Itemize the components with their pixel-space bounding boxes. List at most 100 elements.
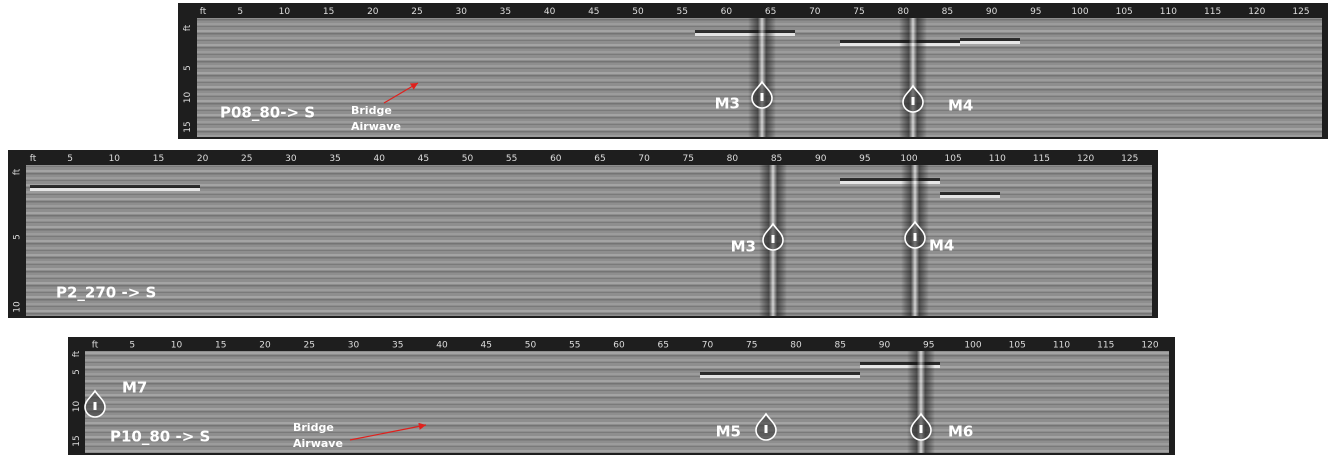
x-tick-label: 105: [1116, 7, 1133, 17]
marker-icon-bar: [94, 402, 97, 410]
x-tick-label: 60: [721, 7, 733, 17]
x-tick-label: 70: [809, 7, 821, 17]
depth-tick-label: 15: [72, 435, 82, 446]
x-tick-label: 70: [702, 341, 714, 351]
x-tick-label: 75: [746, 341, 757, 351]
depth-tick-label: 5: [72, 369, 82, 375]
x-tick-label: 5: [67, 154, 73, 164]
x-tick-label: 20: [197, 154, 209, 164]
x-tick-label: 65: [765, 7, 776, 17]
x-tick-label: 30: [348, 341, 360, 351]
x-tick-label: 115: [1097, 341, 1114, 351]
x-tick-label: 40: [544, 7, 556, 17]
x-tick-label: 100: [900, 154, 917, 164]
x-tick-label: 80: [727, 154, 739, 164]
marker-icon-bar: [912, 97, 915, 105]
x-tick-label: 65: [594, 154, 605, 164]
x-tick-label: 80: [897, 7, 909, 17]
x-tick-label: 35: [329, 154, 340, 164]
x-tick-label: 65: [658, 341, 669, 351]
annotation-text: Bridge: [351, 104, 392, 117]
x-tick-label: ft: [200, 7, 207, 17]
x-tick-label: 55: [569, 341, 580, 351]
x-tick-label: 15: [215, 341, 226, 351]
x-tick-label: 5: [129, 341, 135, 351]
x-tick-label: 120: [1077, 154, 1094, 164]
x-tick-label: 100: [1071, 7, 1088, 17]
x-tick-label: 60: [550, 154, 562, 164]
x-tick-label: 35: [500, 7, 511, 17]
x-tick-label: 30: [285, 154, 297, 164]
depth-tick-label: 10: [13, 301, 23, 313]
marker-label: M4: [929, 237, 954, 255]
depth-tick-label: 10: [183, 92, 193, 104]
x-tick-label: 30: [455, 7, 467, 17]
depth-tick-label: ft: [13, 168, 23, 175]
marker-label: M3: [715, 95, 740, 113]
x-tick-label: 45: [418, 154, 429, 164]
profile-label: P10_80 -> S: [110, 428, 210, 446]
strong-reflection: [940, 192, 1000, 195]
x-tick-label: 10: [109, 154, 121, 164]
marker-label: M3: [731, 238, 756, 256]
x-tick-label: 85: [835, 341, 846, 351]
annotation-text: Airwave: [351, 120, 401, 133]
marker-label: M6: [948, 423, 973, 441]
marker-label: M5: [716, 423, 741, 441]
depth-tick-label: 5: [183, 65, 193, 71]
strong-reflection: [30, 188, 200, 191]
x-tick-label: 10: [171, 341, 183, 351]
x-tick-label: 115: [1033, 154, 1050, 164]
marker-label: M4: [948, 97, 973, 115]
x-tick-label: 35: [392, 341, 403, 351]
strong-reflection: [960, 38, 1020, 41]
x-tick-label: 40: [436, 341, 448, 351]
x-tick-label: 95: [923, 341, 934, 351]
x-tick-label: 55: [506, 154, 517, 164]
depth-tick-label: 15: [183, 121, 193, 132]
x-tick-label: 15: [323, 7, 334, 17]
depth-tick-label: 5: [13, 234, 23, 240]
x-tick-label: 85: [942, 7, 953, 17]
x-tick-label: 95: [1030, 7, 1041, 17]
x-tick-label: 110: [1053, 341, 1070, 351]
x-tick-label: 85: [771, 154, 782, 164]
x-tick-label: 90: [815, 154, 827, 164]
x-tick-label: 120: [1141, 341, 1158, 351]
x-tick-label: 95: [859, 154, 870, 164]
annotation-text: Bridge: [293, 421, 334, 434]
strong-reflection: [695, 30, 795, 33]
x-tick-label: 45: [588, 7, 599, 17]
x-tick-label: 5: [237, 7, 243, 17]
x-tick-label: 20: [367, 7, 379, 17]
x-tick-label: 75: [853, 7, 864, 17]
depth-tick-label: 10: [72, 401, 82, 413]
x-tick-label: 15: [153, 154, 164, 164]
x-tick-label: 125: [1121, 154, 1138, 164]
depth-tick-label: ft: [72, 350, 82, 357]
profile-label: P08_80-> S: [220, 104, 315, 122]
vertical-anomaly: [899, 18, 927, 137]
x-tick-label: 50: [632, 7, 644, 17]
x-tick-label: 25: [241, 154, 252, 164]
marker-icon-bar: [765, 425, 768, 433]
x-tick-label: 105: [945, 154, 962, 164]
marker-icon-bar: [920, 425, 923, 433]
strong-reflection: [695, 33, 795, 36]
x-tick-label: 50: [462, 154, 474, 164]
depth-tick-label: ft: [183, 24, 193, 31]
marker-label: M7: [122, 379, 147, 397]
x-tick-label: 25: [411, 7, 422, 17]
strong-reflection: [700, 372, 860, 375]
strong-reflection: [30, 185, 200, 188]
marker-icon-bar: [772, 235, 775, 243]
x-tick-label: 75: [683, 154, 694, 164]
x-tick-label: 25: [304, 341, 315, 351]
x-tick-label: 60: [613, 341, 625, 351]
radargram-page: ft51015202530354045505560657075808590951…: [0, 0, 1332, 457]
x-tick-label: 125: [1292, 7, 1309, 17]
x-tick-label: ft: [92, 341, 99, 351]
